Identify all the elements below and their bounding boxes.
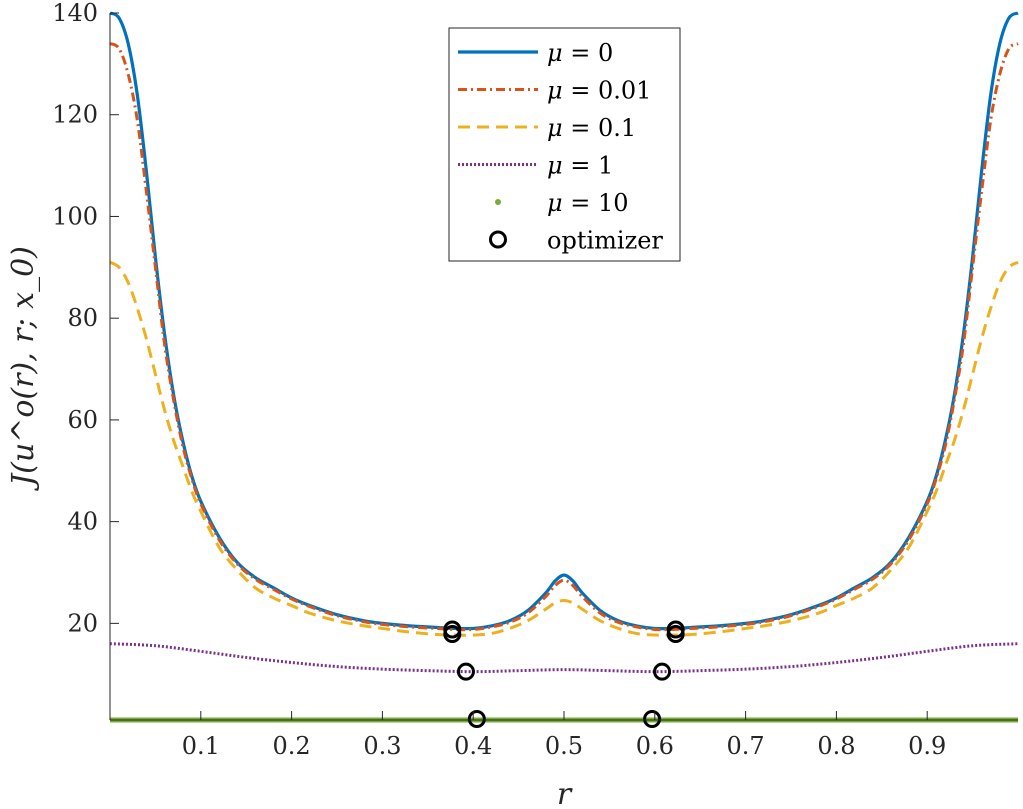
legend-item-mu-1: μ = 1	[458, 152, 613, 180]
legend-label: μ = 10	[547, 189, 629, 217]
legend-swatch	[489, 230, 507, 249]
x-axis-label-text: r	[557, 777, 573, 809]
x-tick-label: 0.6	[636, 732, 674, 760]
y-tick-label: 100	[52, 202, 98, 230]
x-tick-label: 0.4	[454, 732, 492, 760]
optimizer-marker	[456, 662, 475, 681]
optimizer-marker	[653, 662, 672, 681]
legend-item-mu-0p1: μ = 0.1	[458, 114, 636, 142]
x-tick-label: 0.5	[545, 732, 583, 760]
y-tick-label: 40	[67, 508, 98, 536]
x-tick-label: 0.2	[273, 732, 311, 760]
series-line-mu-1	[109, 642, 1019, 674]
y-tick-label: 120	[52, 101, 98, 129]
legend-items: μ = 0 μ = 0.01 μ = 0.1 μ = 1 μ = 10 optimizer	[458, 39, 663, 255]
x-tick-label: 0.7	[727, 732, 765, 760]
optimizer-marker	[443, 625, 462, 644]
legend-swatch	[495, 199, 501, 205]
x-ticks: 0.1 0.2 0.3 0.4 0.5 0.6 0.7 0.8 0.9	[182, 711, 946, 760]
legend-item-mu-0: μ = 0	[458, 39, 613, 67]
x-tick-label: 0.9	[908, 732, 946, 760]
legend-box	[448, 27, 681, 262]
legend-label: μ = 1	[547, 152, 613, 180]
legend-item-mu-10: μ = 10	[495, 189, 629, 217]
y-tick-label: 60	[67, 406, 98, 434]
x-tick-label: 0.8	[817, 732, 855, 760]
legend-item-mu-0p01: μ = 0.01	[458, 77, 651, 105]
series-line-mu-0p01	[109, 42, 1019, 632]
optimizer-marker	[666, 625, 685, 644]
x-axis-label: r	[557, 777, 573, 809]
series-line-mu-0p1	[109, 260, 1019, 637]
x-tick-label: 0.1	[182, 732, 220, 760]
legend-label: μ = 0.01	[547, 77, 651, 105]
y-axis-label: J(u^o(r), r; x_0)	[6, 246, 41, 492]
legend: μ = 0 μ = 0.01 μ = 0.1 μ = 1 μ = 10 optimizer	[448, 27, 681, 262]
optimizer-marker	[643, 709, 662, 728]
x-tick-label: 0.3	[363, 732, 401, 760]
legend-label: optimizer	[547, 227, 663, 255]
y-tick-label: 140	[52, 0, 98, 27]
legend-label: μ = 0.1	[547, 114, 636, 142]
legend-label: μ = 0	[547, 39, 613, 67]
y-axis-label-text: J(u^o(r), r; x_0)	[6, 246, 41, 492]
optimizer-marker	[467, 709, 486, 728]
y-ticks: 20 40 60 80 100 120 140	[52, 0, 119, 637]
y-tick-label: 80	[67, 304, 98, 332]
y-tick-label: 20	[67, 609, 98, 637]
legend-item-optimizer: optimizer	[489, 227, 663, 255]
